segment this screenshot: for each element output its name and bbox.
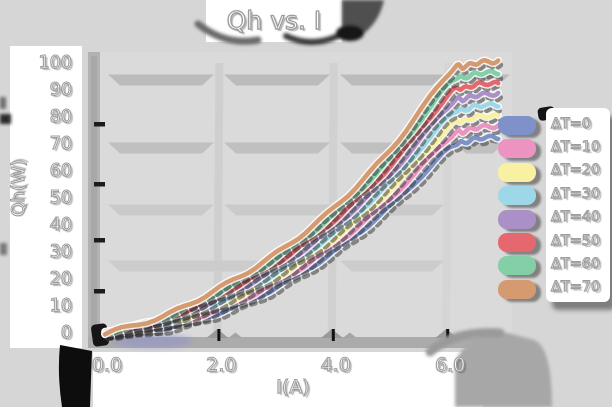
x-tick-label: 0.0 bbox=[91, 354, 123, 377]
x-axis-spine bbox=[88, 337, 512, 348]
vertical-gridline bbox=[327, 63, 338, 332]
x-axis-tick-mark bbox=[446, 329, 450, 341]
curve-dt-50-shadow bbox=[105, 83, 504, 339]
legend-swatch bbox=[498, 279, 536, 299]
legend-item-label: ΔT=50 bbox=[551, 232, 601, 249]
legend-swatch bbox=[498, 233, 536, 252]
y-tick-label: 80 bbox=[49, 107, 72, 128]
horizontal-gridline bbox=[340, 260, 444, 272]
legend-box bbox=[546, 108, 610, 302]
y-axis-tick-mark bbox=[94, 182, 105, 187]
legend-item-label: ΔT=70 bbox=[551, 279, 601, 296]
y-tick-label: 40 bbox=[49, 215, 72, 236]
x-axis-title: I(A) bbox=[276, 376, 310, 399]
legend-swatch bbox=[498, 116, 536, 135]
series-curves bbox=[101, 56, 504, 342]
legend-item-label: ΔT=40 bbox=[551, 209, 601, 226]
y-axis-tick-mark bbox=[94, 238, 105, 243]
legend-item-label: ΔT=20 bbox=[551, 162, 601, 179]
y-tick-label: 20 bbox=[49, 269, 72, 290]
horizontal-gridline bbox=[340, 74, 444, 86]
curve-dt-70 bbox=[102, 58, 501, 337]
title-shadow-swooshes bbox=[194, 0, 384, 45]
y-tick-label: 0 bbox=[60, 323, 72, 344]
y-tick-label: 50 bbox=[49, 188, 72, 209]
legend-item-label: ΔT=0 bbox=[551, 115, 592, 132]
x-tick-label: 2.0 bbox=[206, 354, 237, 377]
x-tick-label: 6.0 bbox=[435, 354, 466, 377]
y-axis-tick-mark bbox=[94, 122, 105, 127]
ink-accents bbox=[0, 97, 109, 407]
legend-swatch bbox=[498, 256, 536, 276]
title-panel bbox=[206, 0, 342, 42]
legend-item-label: ΔT=60 bbox=[551, 255, 601, 272]
legend-swatch bbox=[498, 209, 536, 229]
horizontal-gridline bbox=[224, 142, 330, 154]
x-axis-tick-mark bbox=[331, 329, 335, 341]
horizontal-gridline bbox=[108, 204, 214, 216]
x-tick-label: 4.0 bbox=[320, 354, 351, 377]
chart-title: Qh vs. I bbox=[226, 5, 322, 35]
curve-dt-20-shadow bbox=[105, 116, 504, 339]
y-tick-label: 70 bbox=[49, 134, 72, 155]
legend-swatch bbox=[498, 162, 536, 182]
y-tick-label: 30 bbox=[49, 242, 72, 263]
corner-shadow-blob bbox=[425, 328, 552, 407]
x-axis-tick-mark bbox=[217, 329, 221, 341]
legend-item-label: ΔT=30 bbox=[551, 185, 601, 202]
y-tick-label: 100 bbox=[38, 53, 72, 74]
y-tick-label: 90 bbox=[49, 80, 72, 101]
horizontal-gridline bbox=[108, 74, 214, 86]
y-axis-spine-core bbox=[91, 56, 97, 344]
x-axis-tick-bump bbox=[342, 332, 357, 338]
y-tick-label: 10 bbox=[49, 296, 72, 317]
legend-swatch bbox=[498, 139, 536, 159]
legend-swatch bbox=[498, 186, 536, 206]
horizontal-gridline bbox=[224, 74, 330, 86]
horizontal-gridline bbox=[108, 142, 214, 154]
x-axis-tick-bump bbox=[228, 332, 243, 338]
y-axis-label-panel bbox=[10, 46, 82, 348]
x-axis-label-panel bbox=[93, 352, 483, 407]
y-axis-tick-mark bbox=[94, 289, 105, 294]
legend-item-label: ΔT=10 bbox=[551, 138, 601, 155]
y-tick-label: 60 bbox=[49, 161, 72, 182]
